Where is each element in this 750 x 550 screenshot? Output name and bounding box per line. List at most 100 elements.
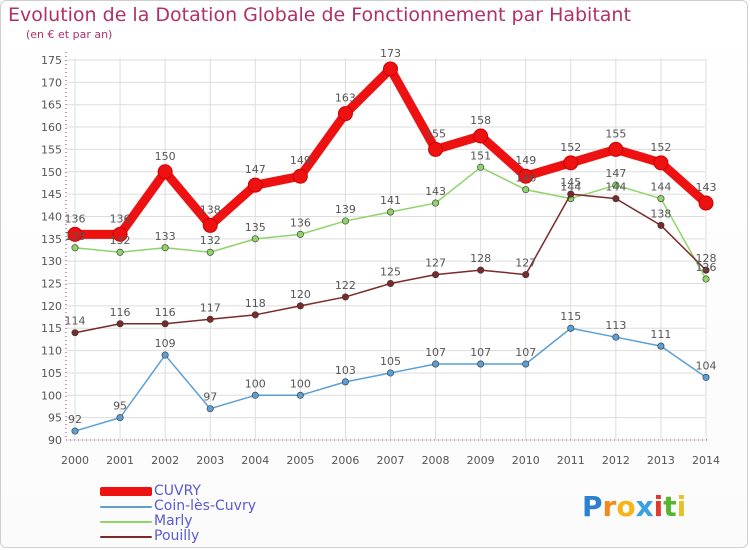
data-point <box>702 266 710 274</box>
data-point <box>567 324 575 332</box>
logo-letter: o <box>616 490 636 523</box>
x-tick-label: 2013 <box>647 454 675 467</box>
data-label: 155 <box>605 127 626 140</box>
legend-label: CUVRY <box>154 483 201 499</box>
legend-label: Pouilly <box>154 528 200 544</box>
data-point <box>612 195 620 203</box>
logo-letter: i <box>676 490 687 523</box>
data-label: 117 <box>200 301 221 314</box>
x-tick-label: 2002 <box>151 454 179 467</box>
data-label: 136 <box>110 212 131 225</box>
data-label: 173 <box>380 47 401 60</box>
legend-swatch <box>100 536 152 538</box>
data-label: 152 <box>560 141 581 154</box>
y-tick-label: 150 <box>41 166 62 179</box>
data-point <box>386 208 394 216</box>
x-tick-label: 2000 <box>61 454 89 467</box>
data-point <box>296 230 304 238</box>
y-tick-label: 155 <box>41 143 62 156</box>
data-point <box>251 235 259 243</box>
y-tick-label: 90 <box>48 434 62 447</box>
data-point <box>518 168 534 184</box>
x-tick-label: 2003 <box>196 454 224 467</box>
data-point <box>567 190 575 198</box>
data-label: 128 <box>470 252 491 265</box>
data-label: 107 <box>425 346 446 359</box>
data-point <box>477 266 485 274</box>
x-tick-label: 2007 <box>377 454 405 467</box>
data-label: 146 <box>515 172 536 185</box>
y-tick-label: 170 <box>41 76 62 89</box>
data-label: 92 <box>68 413 82 426</box>
legend-item: CUVRY <box>100 483 360 499</box>
data-point <box>432 360 440 368</box>
data-label: 95 <box>113 400 127 413</box>
data-label: 132 <box>110 234 131 247</box>
data-point <box>477 360 485 368</box>
data-point <box>386 280 394 288</box>
data-label: 127 <box>515 257 536 270</box>
data-point <box>251 311 259 319</box>
data-label: 136 <box>290 216 311 229</box>
y-tick-label: 105 <box>41 367 62 380</box>
data-label: 100 <box>290 377 311 390</box>
data-label: 145 <box>560 176 581 189</box>
data-label: 147 <box>605 167 626 180</box>
data-point <box>71 427 79 435</box>
y-tick-label: 165 <box>41 99 62 112</box>
legend-item: Marly <box>100 513 360 529</box>
data-point <box>206 248 214 256</box>
x-tick-label: 2006 <box>331 454 359 467</box>
data-point <box>702 373 710 381</box>
chart-title: Evolution de la Dotation Globale de Fonc… <box>8 4 631 26</box>
legend-label: Marly <box>154 513 193 529</box>
data-point <box>341 293 349 301</box>
data-label: 127 <box>425 257 446 270</box>
data-label: 118 <box>245 297 266 310</box>
y-tick-label: 135 <box>41 233 62 246</box>
data-label: 138 <box>650 207 671 220</box>
legend-item: Coin-lès-Cuvry <box>100 498 360 514</box>
data-point <box>522 186 530 194</box>
data-label: 152 <box>650 141 671 154</box>
data-point <box>202 217 218 233</box>
data-point <box>608 141 624 157</box>
x-tick-label: 2008 <box>422 454 450 467</box>
data-label: 105 <box>380 355 401 368</box>
data-label: 144 <box>560 181 581 194</box>
data-point <box>161 320 169 328</box>
x-tick-label: 2014 <box>692 454 720 467</box>
data-label: 147 <box>245 163 266 176</box>
data-point <box>383 61 398 77</box>
y-tick-label: 110 <box>41 345 62 358</box>
data-label: 113 <box>605 319 626 332</box>
data-point <box>157 164 173 180</box>
data-label: 132 <box>200 234 221 247</box>
data-point <box>428 141 444 157</box>
data-point <box>657 221 665 229</box>
data-label: 128 <box>696 252 717 265</box>
legend-item: Pouilly <box>100 528 360 544</box>
data-label: 143 <box>696 181 717 194</box>
x-tick-label: 2011 <box>557 454 585 467</box>
data-label: 136 <box>65 212 86 225</box>
data-point <box>657 342 665 350</box>
data-point <box>522 360 530 368</box>
x-tick-label: 2004 <box>241 454 269 467</box>
data-point <box>612 181 620 189</box>
data-label: 150 <box>155 150 176 163</box>
legend: CUVRY Coin-lès-Cuvry Marly Pouilly <box>100 483 360 544</box>
data-point <box>251 391 259 399</box>
data-label: 104 <box>696 359 717 372</box>
data-label: 107 <box>470 346 491 359</box>
data-label: 144 <box>605 181 626 194</box>
data-label: 103 <box>335 364 356 377</box>
data-point <box>341 378 349 386</box>
data-point <box>702 275 710 283</box>
data-label: 155 <box>425 127 446 140</box>
data-label: 109 <box>155 337 176 350</box>
proxiti-logo: Proxiti <box>582 490 686 523</box>
y-tick-label: 140 <box>41 210 62 223</box>
data-label: 138 <box>200 203 221 216</box>
